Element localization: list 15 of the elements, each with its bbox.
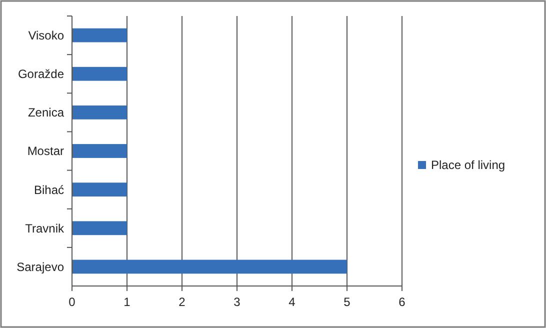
x-tick-label: 5	[344, 295, 351, 309]
x-tick-label: 6	[398, 295, 406, 309]
y-tick-label: Mostar	[27, 144, 64, 158]
y-tick-label: Zenica	[28, 106, 64, 120]
x-tick-label: 4	[288, 295, 296, 309]
y-tick-label: Goražde	[18, 67, 64, 82]
legend-label: Place of living	[431, 158, 506, 172]
x-tick-label: 2	[178, 295, 186, 309]
y-tick-label: Visoko	[28, 28, 64, 42]
x-tick-label: 3	[234, 295, 241, 309]
x-tick-label: 0	[68, 295, 76, 309]
y-tick-label: Travnik	[25, 221, 65, 236]
y-tick-label: Bihać	[34, 182, 64, 197]
y-tick-label: Sarajevo	[16, 260, 64, 274]
x-tick-label: 1	[124, 295, 131, 309]
